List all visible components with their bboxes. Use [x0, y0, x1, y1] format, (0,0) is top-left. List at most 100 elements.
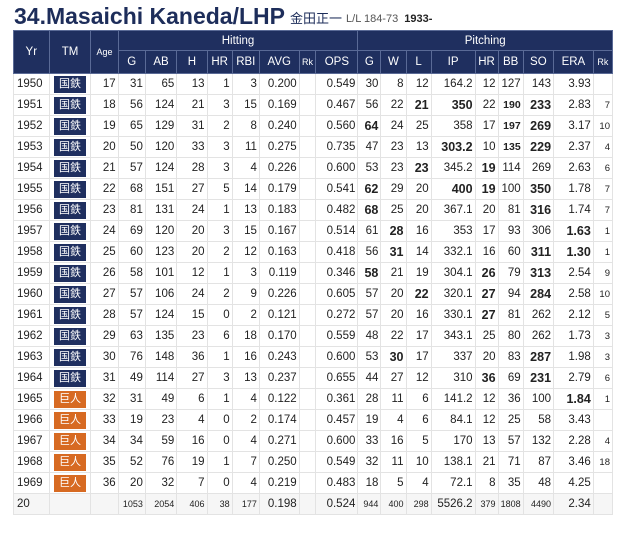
- avg-cell: 0.240: [258, 115, 300, 137]
- birth-year: 1933-: [404, 13, 433, 25]
- ab-cell: 101: [144, 262, 178, 284]
- avg-cell: 0.179: [258, 178, 300, 200]
- team-cell: 国鉄: [48, 94, 92, 116]
- rk-cell: [298, 367, 317, 389]
- team-badge: 国鉄: [54, 75, 86, 93]
- ab-cell: 23: [144, 409, 178, 431]
- bats-throws-record: L/L 184-73: [346, 13, 399, 25]
- hr-cell: 3: [206, 157, 233, 179]
- team-badge: 国鉄: [54, 327, 86, 345]
- ip-cell: 310: [430, 367, 476, 389]
- rk-cell: [298, 73, 317, 95]
- age-cell: 25: [90, 241, 119, 263]
- year-cell: 1954: [13, 157, 50, 179]
- ab-cell: 120: [144, 220, 178, 242]
- g-cell: 31: [117, 73, 146, 95]
- pg-cell: 47: [357, 136, 382, 158]
- g-cell: 76: [117, 346, 146, 368]
- l-cell: 5: [405, 430, 432, 452]
- rk-cell: [298, 178, 317, 200]
- l-cell: 20: [405, 199, 432, 221]
- avg-cell: 0.237: [258, 367, 300, 389]
- g-cell: 63: [117, 325, 146, 347]
- prk-cell: 6: [592, 367, 614, 389]
- ops-cell: 0.559: [315, 325, 359, 347]
- prk-cell: [592, 472, 614, 494]
- age-cell: 29: [90, 325, 119, 347]
- age-cell: 21: [90, 157, 119, 179]
- table-row: 1967 巨人 34 34 59 16 0 4 0.271 0.600 33 16 5 170 13 57 13…: [13, 430, 614, 452]
- table-row: 1952 国鉄 19 65 129 31 2 8 0.240 0.560 64 24 25 358 17 19…: [13, 115, 614, 137]
- era-cell: 2.58: [553, 283, 594, 305]
- avg-cell: 0.167: [258, 220, 300, 242]
- g-cell: 65: [117, 115, 146, 137]
- hr-cell: 1: [206, 346, 233, 368]
- year-cell: 1956: [13, 199, 50, 221]
- team-badge: 国鉄: [54, 348, 86, 366]
- ab-cell: 114: [144, 367, 178, 389]
- pg-cell: 18: [357, 472, 382, 494]
- ab-cell: 148: [144, 346, 178, 368]
- g-cell: 57: [117, 157, 146, 179]
- rbi-cell: 3: [231, 73, 260, 95]
- team-cell: 国鉄: [48, 262, 92, 284]
- h-cell: 15: [176, 304, 208, 326]
- g-cell: 49: [117, 367, 146, 389]
- era-cell: 4.25: [553, 472, 594, 494]
- year-cell: 1966: [13, 409, 50, 431]
- total-team-cell: [48, 493, 92, 515]
- w-cell: 20: [380, 304, 407, 326]
- ops-cell: 0.600: [315, 157, 359, 179]
- totals-row: 20 1053 2054 406 38 177 0.198 0.524 944 400 298 552…: [13, 493, 614, 515]
- ops-cell: 0.457: [315, 409, 359, 431]
- l-cell: 16: [405, 304, 432, 326]
- col-hitting-rk: Rk: [298, 50, 317, 74]
- h-cell: 12: [176, 262, 208, 284]
- bb-cell: 83: [497, 346, 524, 368]
- w-cell: 23: [380, 157, 407, 179]
- so-cell: 48: [522, 472, 555, 494]
- col-age: Age: [90, 30, 119, 74]
- pg-cell: 62: [357, 178, 382, 200]
- team-badge: 国鉄: [54, 222, 86, 240]
- era-cell: 1.63: [553, 220, 594, 242]
- ab-cell: 135: [144, 325, 178, 347]
- bb-cell: 100: [497, 178, 524, 200]
- phr-cell: 12: [474, 388, 499, 410]
- prk-cell: 3: [592, 346, 614, 368]
- ab-cell: 123: [144, 241, 178, 263]
- ip-cell: 304.1: [430, 262, 476, 284]
- prk-cell: 7: [592, 94, 614, 116]
- hr-cell: 1: [206, 73, 233, 95]
- rbi-cell: 18: [231, 325, 260, 347]
- phr-cell: 25: [474, 325, 499, 347]
- prk-cell: 6: [592, 157, 614, 179]
- l-cell: 14: [405, 241, 432, 263]
- prk-cell: 4: [592, 136, 614, 158]
- g-cell: 50: [117, 136, 146, 158]
- so-cell: 58: [522, 409, 555, 431]
- avg-cell: 0.163: [258, 241, 300, 263]
- rk-cell: [298, 388, 317, 410]
- ab-cell: 76: [144, 451, 178, 473]
- ops-cell: 0.467: [315, 94, 359, 116]
- w-cell: 31: [380, 241, 407, 263]
- hr-cell: 0: [206, 472, 233, 494]
- h-cell: 4: [176, 409, 208, 431]
- year-cell: 1964: [13, 367, 50, 389]
- ip-cell: 343.1: [430, 325, 476, 347]
- g-cell: 56: [117, 94, 146, 116]
- bb-cell: 36: [497, 388, 524, 410]
- era-cell: 2.79: [553, 367, 594, 389]
- pg-cell: 32: [357, 451, 382, 473]
- year-cell: 1968: [13, 451, 50, 473]
- phr-cell: 26: [474, 262, 499, 284]
- col-team: TM: [48, 30, 92, 74]
- h-cell: 7: [176, 472, 208, 494]
- group-hitting: Hitting: [117, 30, 359, 51]
- stats-table: Yr TM Age Hitting Pitching G AB H HR RBI…: [13, 30, 614, 515]
- col-yr: Yr: [13, 30, 50, 74]
- phr-cell: 13: [474, 430, 499, 452]
- team-cell: 国鉄: [48, 367, 92, 389]
- ops-cell: 0.482: [315, 199, 359, 221]
